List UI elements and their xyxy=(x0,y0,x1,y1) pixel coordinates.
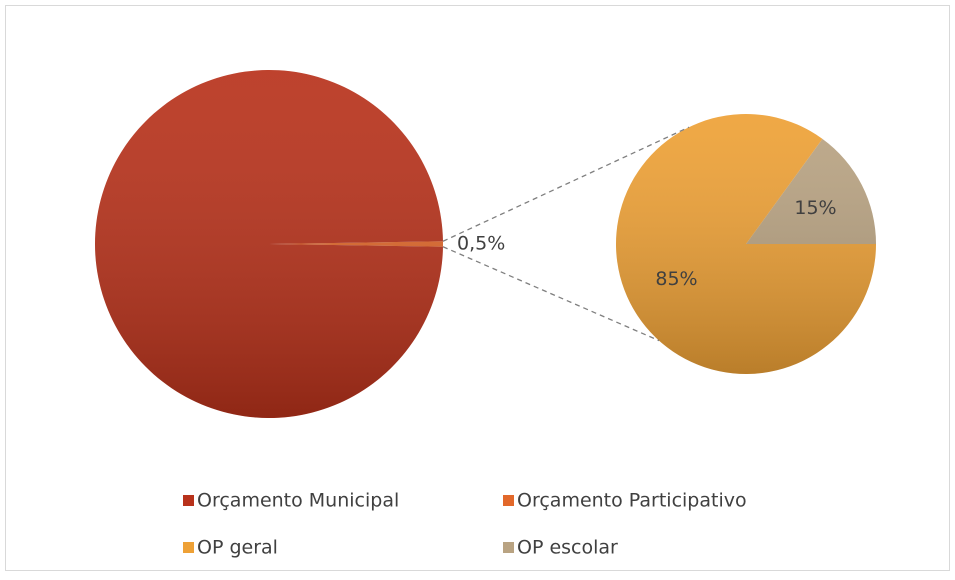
legend-swatch xyxy=(183,542,194,553)
legend-swatch xyxy=(503,495,514,506)
legend-label: Orçamento Participativo xyxy=(517,490,747,512)
legend-label: OP escolar xyxy=(517,537,618,559)
legend-swatch xyxy=(183,495,194,506)
legend-label: Orçamento Municipal xyxy=(197,490,399,512)
data-label: 85% xyxy=(655,268,697,290)
connector-line xyxy=(442,246,660,342)
legend-swatch xyxy=(503,542,514,553)
legend-label: OP geral xyxy=(197,537,278,559)
data-label: 15% xyxy=(794,197,836,219)
data-label: 0,5% xyxy=(457,233,505,255)
